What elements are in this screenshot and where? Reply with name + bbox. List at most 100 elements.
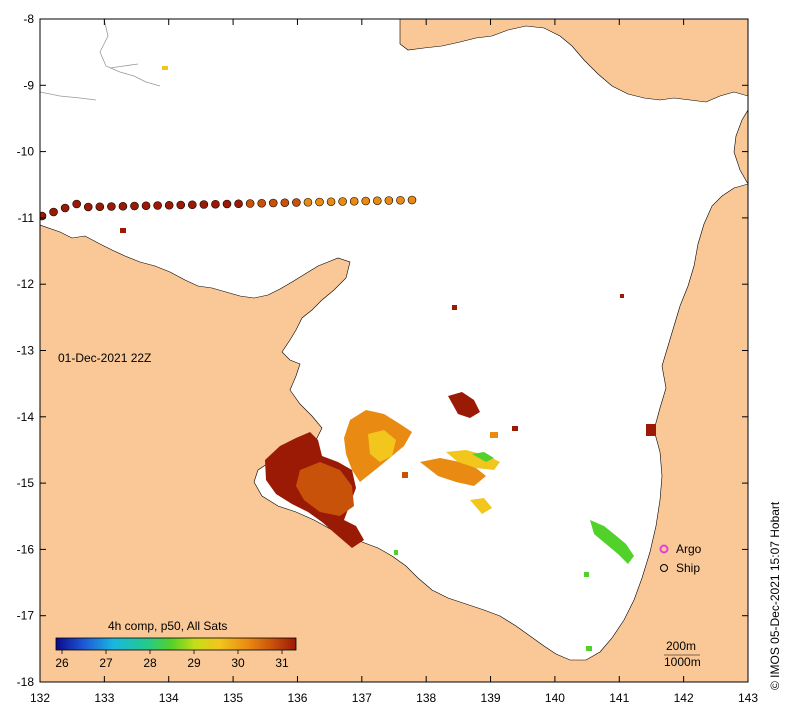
ship-obs-dot — [72, 199, 81, 209]
sst-speck-8 — [584, 572, 589, 577]
ship-obs-dot — [176, 200, 186, 210]
ship-obs-dot — [384, 196, 394, 205]
credit-text: © IMOS 05-Dec-2021 15:07 Hobart — [768, 501, 782, 690]
date-label: 01-Dec-2021 22Z — [58, 351, 151, 365]
ship-obs-dot — [130, 201, 139, 211]
y-axis: -8 -9 -10 -11 -12 -13 -14 -15 -16 -17 -18 — [17, 12, 748, 689]
x-tick-label: 137 — [352, 691, 372, 705]
scale-200: 200m — [666, 639, 696, 653]
ship-obs-dot — [268, 198, 278, 208]
x-tick-label: 135 — [223, 691, 243, 705]
scale-1000: 1000m — [664, 655, 701, 669]
colorbar-ramp — [55, 637, 297, 651]
ship-obs-dot — [60, 203, 70, 213]
ship-obs-dot — [83, 202, 93, 212]
sst-patch-hot-east — [646, 424, 656, 436]
sst-speck-3 — [620, 294, 624, 298]
sst-patches — [120, 66, 656, 651]
coast-faint — [40, 19, 161, 101]
sst-speck-1 — [120, 228, 126, 233]
ship-obs-dot — [118, 201, 128, 211]
y-tick-label: -13 — [17, 344, 35, 358]
y-tick-label: -14 — [17, 410, 35, 424]
y-tick-label: -8 — [23, 12, 34, 26]
ship-obs-dot — [349, 196, 359, 206]
ship-obs-dot — [49, 207, 58, 217]
ship-obs-dot — [407, 195, 417, 205]
sst-speck-7 — [394, 550, 398, 555]
ship-obs-dot — [199, 200, 209, 209]
sst-patch-warm — [296, 462, 354, 516]
ship-obs-dot — [245, 199, 255, 208]
sst-patch-yellow-south — [470, 498, 492, 514]
ship-obs-dot — [280, 198, 290, 208]
legend: Argo Ship — [659, 542, 702, 575]
x-tick-label: 133 — [94, 691, 114, 705]
x-tick-label: 132 — [30, 691, 50, 705]
land-new-guinea — [399, 19, 748, 103]
ship-obs-dot — [95, 202, 105, 212]
colorbar-tick-label: 27 — [99, 656, 113, 670]
argo-symbol — [659, 544, 669, 554]
ship-obs-dot — [40, 211, 47, 221]
land-cape-york — [733, 109, 748, 185]
land-arnhem — [40, 183, 748, 682]
sst-patch-yellow-east — [446, 450, 500, 470]
ship-symbol — [660, 564, 668, 572]
x-tick-label: 138 — [416, 691, 436, 705]
y-tick-label: -18 — [17, 675, 35, 689]
colorbar: 4h comp, p50, All Sats 26 27 28 29 30 31 — [55, 619, 297, 670]
ship-obs-dot — [396, 195, 405, 205]
x-tick-label: 136 — [287, 691, 307, 705]
ship-obs-dot — [153, 201, 162, 210]
ship-obs-dot — [107, 202, 116, 211]
y-tick-label: -9 — [23, 78, 34, 92]
x-tick-label: 134 — [159, 691, 179, 705]
sst-speck-2 — [452, 305, 457, 310]
ship-obs-dot — [188, 200, 197, 210]
y-tick-label: -11 — [18, 211, 35, 225]
colorbar-tick-label: 28 — [143, 656, 157, 670]
ship-obs-dot — [141, 201, 151, 211]
x-tick-label: 140 — [545, 691, 565, 705]
ship-obs-dot — [338, 197, 347, 206]
sst-patch-green-se — [590, 520, 634, 564]
ship-obs-dot — [222, 199, 232, 209]
x-tick-label: 143 — [738, 691, 758, 705]
ship-obs-dot — [257, 198, 266, 208]
ship-obs-dot — [373, 196, 382, 206]
sst-speck-6 — [402, 472, 408, 478]
sst-speck-5 — [490, 432, 498, 438]
y-tick-label: -10 — [17, 145, 35, 159]
argo-label: Argo — [676, 542, 702, 556]
colorbar-tick-label: 30 — [231, 656, 245, 670]
ship-track — [40, 195, 417, 221]
colorbar-ticks: 26 27 28 29 30 31 — [55, 650, 289, 670]
y-tick-label: -15 — [17, 476, 35, 490]
colorbar-title: 4h comp, p50, All Sats — [108, 619, 227, 633]
x-axis: 132 133 134 135 136 137 138 139 140 141 142 143 — [30, 19, 758, 705]
colorbar-tick-label: 26 — [55, 656, 69, 670]
x-tick-label: 141 — [609, 691, 629, 705]
sst-speck-4 — [512, 426, 518, 431]
ship-obs-dot — [326, 197, 336, 207]
sst-patch-yellow — [368, 430, 396, 462]
sst-patch-mid-east — [420, 458, 486, 486]
colorbar-tick-label: 31 — [275, 656, 289, 670]
ship-label: Ship — [676, 561, 700, 575]
ship-obs-dot — [211, 199, 220, 209]
ship-obs-dot — [315, 197, 324, 207]
ship-obs-dot — [303, 197, 313, 207]
y-tick-label: -16 — [17, 542, 35, 556]
x-tick-label: 142 — [674, 691, 694, 705]
x-tick-label: 139 — [481, 691, 501, 705]
y-tick-label: -12 — [17, 277, 35, 291]
sst-speck-10 — [162, 66, 168, 70]
sst-patch-green — [472, 452, 494, 462]
ship-obs-dot — [292, 198, 301, 207]
bathymetry-legend: 200m 1000m — [664, 639, 701, 669]
ship-obs-dot — [361, 196, 371, 206]
y-tick-label: -17 — [17, 609, 35, 623]
ship-obs-dot — [164, 200, 174, 210]
